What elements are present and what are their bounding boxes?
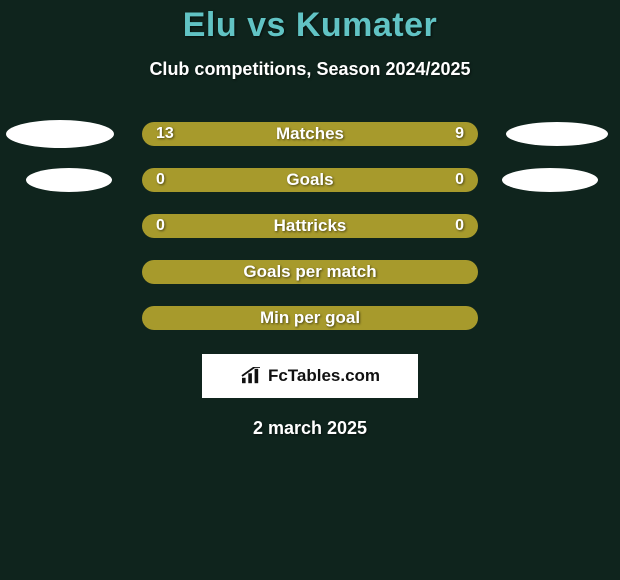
stat-bar: Matches 13 9	[142, 122, 478, 146]
stat-rows: Matches 13 9 Goals 0 0 Hattricks 0 0 Goals per ma…	[0, 122, 620, 330]
stat-label: Goals	[286, 170, 333, 190]
stat-value-left: 13	[156, 125, 174, 143]
stat-value-left: 0	[156, 171, 165, 189]
stat-bar: Goals per match	[142, 260, 478, 284]
stats-card: Elu vs Kumater Club competitions, Season…	[0, 0, 620, 580]
stat-label: Hattricks	[274, 216, 347, 236]
stat-row: Goals 0 0	[0, 168, 620, 192]
stat-row: Hattricks 0 0	[0, 214, 620, 238]
stat-bar: Min per goal	[142, 306, 478, 330]
stat-bar: Goals 0 0	[142, 168, 478, 192]
stat-bar: Hattricks 0 0	[142, 214, 478, 238]
brand-box: FcTables.com	[202, 354, 418, 398]
stat-row: Min per goal	[0, 306, 620, 330]
side-ellipse	[6, 120, 114, 148]
stat-label: Min per goal	[260, 308, 360, 328]
page-title: Elu vs Kumater	[0, 6, 620, 45]
stat-value-right: 0	[455, 171, 464, 189]
bar-chart-icon	[240, 367, 262, 385]
page-subtitle: Club competitions, Season 2024/2025	[0, 59, 620, 80]
stat-value-right: 9	[455, 125, 464, 143]
date: 2 march 2025	[0, 418, 620, 439]
stat-row: Goals per match	[0, 260, 620, 284]
stat-value-left: 0	[156, 217, 165, 235]
stat-row: Matches 13 9	[0, 122, 620, 146]
brand-text: FcTables.com	[268, 366, 380, 386]
side-ellipse	[502, 168, 598, 192]
side-ellipse	[26, 168, 112, 192]
stat-value-right: 0	[455, 217, 464, 235]
stat-label: Goals per match	[243, 262, 376, 282]
side-ellipse	[506, 122, 608, 146]
stat-label: Matches	[276, 124, 344, 144]
